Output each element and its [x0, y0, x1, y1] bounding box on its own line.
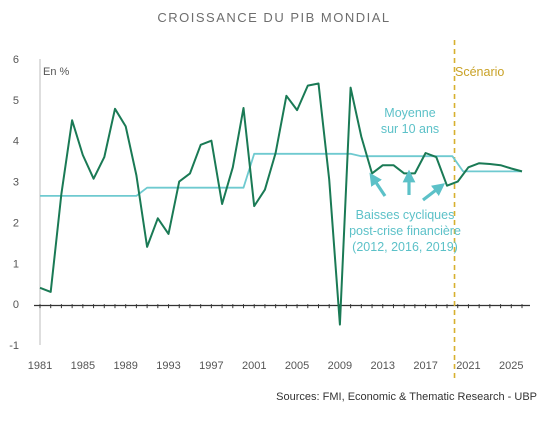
y-tick-label: 1: [13, 258, 19, 270]
x-axis: 1981 1985 1989 1993 1997 2001 2005 2009 2013 2017…: [28, 304, 524, 372]
x-tick-label: 2025: [499, 360, 523, 372]
annotation-cyclical-line-2: post-crise financière: [349, 224, 461, 238]
annotation-average-line-2: sur 10 ans: [381, 122, 439, 136]
x-tick-label: 2013: [371, 360, 395, 372]
y-tick-label: 4: [13, 136, 19, 148]
source-note: Sources: FMI, Economic & Thematic Resear…: [276, 391, 537, 403]
x-tick-label: 1993: [156, 360, 180, 372]
scenario-label: Scénario: [455, 65, 504, 79]
x-tick-label: 1989: [113, 360, 137, 372]
x-tick-label: 2021: [456, 360, 480, 372]
y-tick-label: 3: [13, 177, 19, 189]
y-tick-label: 2: [13, 217, 19, 229]
annotation-cyclical-line-3: (2012, 2016, 2019): [352, 240, 458, 254]
y-tick-label: 6: [13, 54, 19, 66]
y-tick-label: 5: [13, 95, 19, 107]
y-tick-label: 0: [13, 299, 19, 311]
x-tick-label: 2005: [285, 360, 309, 372]
annotation-average: Moyenne sur 10 ans: [381, 106, 439, 136]
annotation-average-line-1: Moyenne: [384, 106, 435, 120]
y-axis: -1 0 1 2 3 4 5 6: [9, 54, 19, 352]
x-tick-label: 1997: [199, 360, 223, 372]
x-tick-label: 1981: [28, 360, 52, 372]
x-tick-label: 2009: [328, 360, 352, 372]
arrow-2012: [369, 172, 387, 197]
chart-title: CROISSANCE DU PIB MONDIAL: [157, 10, 390, 25]
y-tick-label: -1: [9, 340, 19, 352]
unit-label: En %: [43, 66, 70, 78]
arrow-2019: [422, 183, 446, 202]
annotation-cyclical-line-1: Baisses cycliques: [356, 208, 455, 222]
series-line-gdp: [39, 82, 523, 326]
x-tick-label: 2001: [242, 360, 266, 372]
annotation-cyclical: Baisses cycliques post-crise financière …: [349, 208, 461, 254]
series-line-ten-year-average: [40, 152, 522, 197]
x-tick-label: 2017: [413, 360, 437, 372]
series-layer: [39, 82, 523, 326]
x-tick-label: 1985: [71, 360, 95, 372]
